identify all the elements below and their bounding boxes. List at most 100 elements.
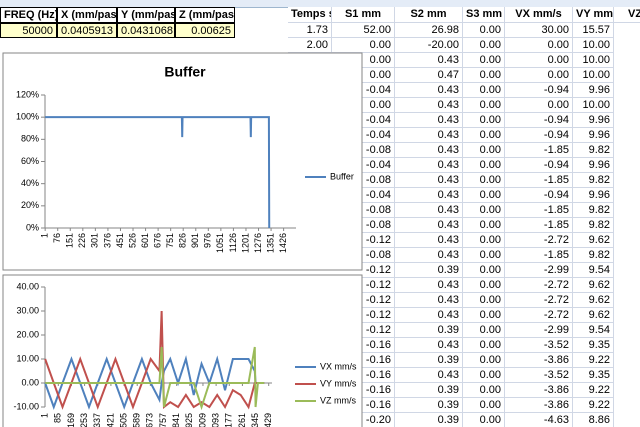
table-cell: 0.43	[395, 233, 463, 248]
table-cell: -1.85	[505, 248, 573, 263]
table-cell: 0.00	[463, 83, 505, 98]
y-tick-label: 80%	[21, 134, 39, 144]
param-value: 50000	[0, 23, 57, 38]
table-cell: 0.39	[395, 353, 463, 368]
x-tick-label: 1009	[197, 413, 207, 427]
table-cell: 0.00	[463, 23, 505, 38]
table-cell: 52.00	[332, 23, 395, 38]
table-cell: 0.39	[395, 323, 463, 338]
x-tick-label: 1276	[253, 233, 263, 253]
table-header: VZ m	[614, 7, 640, 23]
table-cell: 0.00	[463, 38, 505, 53]
param-value: 0.0431068	[117, 23, 175, 38]
y-tick-label: 0%	[26, 222, 39, 232]
table-cell: 9.96	[573, 113, 614, 128]
chart-frame	[2, 274, 363, 427]
table-cell: 0.00	[463, 293, 505, 308]
x-tick-label: 673	[145, 413, 155, 427]
table-cell: 0.00	[505, 98, 573, 113]
param-header: Y (mm/pas)	[117, 7, 175, 23]
table-cell: 1.73	[288, 23, 332, 38]
y-tick-label: 40.00	[16, 281, 39, 291]
x-tick-label: 1429	[263, 413, 273, 427]
table-cell: -2.99	[505, 263, 573, 278]
x-tick-label: 1051	[215, 233, 225, 253]
table-cell: 0.43	[395, 173, 463, 188]
table-cell: -2.72	[505, 233, 573, 248]
table-cell: 10.00	[573, 53, 614, 68]
table-cell: -1.85	[505, 203, 573, 218]
table-cell: 9.54	[573, 263, 614, 278]
table-cell: -3.86	[505, 398, 573, 413]
table-header: S3 mm	[463, 7, 505, 23]
table-cell: 26.98	[395, 23, 463, 38]
table-cell: 0.00	[463, 128, 505, 143]
table-cell: 0.00	[463, 383, 505, 398]
table-cell: 0.00	[463, 308, 505, 323]
table-cell: 0.39	[395, 263, 463, 278]
table-cell: 0.00	[463, 173, 505, 188]
table-cell: -1.85	[505, 173, 573, 188]
table-cell: 10.00	[573, 98, 614, 113]
table-header: VX mm/s	[505, 7, 573, 23]
x-tick-label: 85	[53, 413, 63, 423]
x-tick-label: 421	[105, 413, 115, 427]
table-cell: -1.85	[505, 143, 573, 158]
table-cell: 9.54	[573, 323, 614, 338]
x-tick-label: 676	[152, 233, 162, 248]
x-tick-label: 589	[132, 413, 142, 427]
table-cell: 0.00	[463, 218, 505, 233]
x-tick-label: 1426	[278, 233, 288, 253]
table-cell: -2.99	[505, 323, 573, 338]
table-cell: 9.82	[573, 248, 614, 263]
x-tick-label: 751	[165, 233, 175, 248]
table-cell: 0.43	[395, 308, 463, 323]
table-cell: 0.43	[395, 278, 463, 293]
x-tick-label: 1261	[237, 413, 247, 427]
table-header: Temps sec	[288, 7, 332, 23]
table-header: S2 mm	[395, 7, 463, 23]
table-cell: 0.00	[463, 353, 505, 368]
table-cell: 10.00	[573, 38, 614, 53]
table-cell: 0.39	[395, 383, 463, 398]
table-cell: -1.85	[505, 218, 573, 233]
y-tick-label: 40%	[21, 178, 39, 188]
table-cell: 9.62	[573, 278, 614, 293]
x-tick-label: 76	[52, 233, 62, 243]
table-cell: 9.82	[573, 143, 614, 158]
table-cell: -4.63	[505, 413, 573, 427]
table-cell: 0.00	[463, 113, 505, 128]
table-cell: -3.86	[505, 383, 573, 398]
table-cell: 15.57	[573, 23, 614, 38]
table-cell: 0.00	[505, 53, 573, 68]
y-tick-label: -10.00	[13, 401, 39, 411]
table-cell: 0.43	[395, 293, 463, 308]
table-cell: 0.00	[332, 38, 395, 53]
table-cell: 0.00	[463, 368, 505, 383]
table-cell: -2.72	[505, 278, 573, 293]
chart-title: Buffer	[164, 64, 206, 80]
x-tick-label: 826	[178, 233, 188, 248]
table-cell: 0.00	[463, 338, 505, 353]
table-cell: 9.35	[573, 338, 614, 353]
table-cell: 0.43	[395, 113, 463, 128]
table-cell: 9.22	[573, 398, 614, 413]
table-cell: 0.43	[395, 368, 463, 383]
table-cell: 9.96	[573, 128, 614, 143]
table-cell: 0.00	[463, 98, 505, 113]
table-cell: 0.43	[395, 218, 463, 233]
table-cell: 9.82	[573, 218, 614, 233]
table-cell: -3.52	[505, 368, 573, 383]
table-cell: 0.39	[395, 398, 463, 413]
table-cell: 9.62	[573, 308, 614, 323]
y-tick-label: 30.00	[16, 305, 39, 315]
table-cell: 0.00	[463, 248, 505, 263]
x-tick-label: 226	[77, 233, 87, 248]
table-cell: 8.86	[573, 413, 614, 427]
table-cell: 0.00	[463, 233, 505, 248]
table-cell: 9.96	[573, 83, 614, 98]
legend-label: Buffer	[330, 171, 354, 181]
table-cell: 0.43	[395, 188, 463, 203]
x-tick-label: 841	[171, 413, 181, 427]
